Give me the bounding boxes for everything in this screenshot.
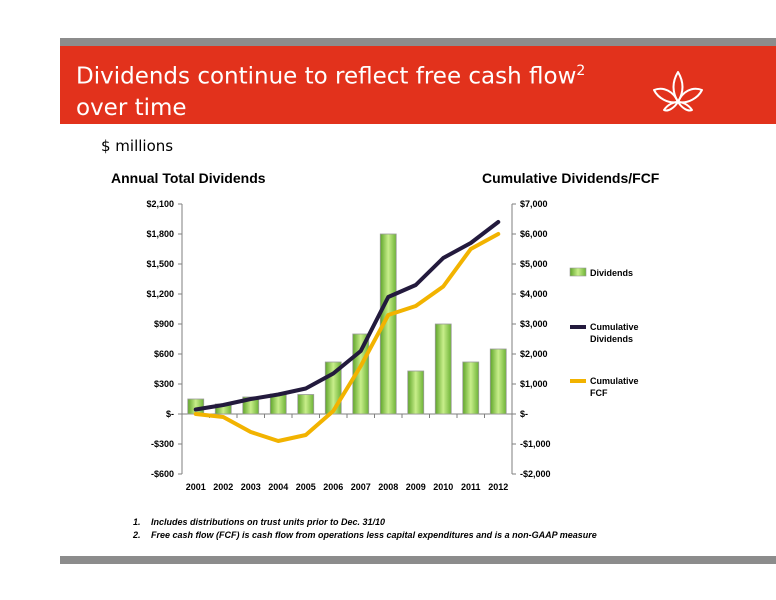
right-tick-label: $6,000 — [520, 229, 548, 239]
cumulative-fcf-line — [193, 232, 501, 443]
bottom-divider-bar — [60, 556, 776, 564]
title-banner — [60, 46, 776, 124]
units-subtitle: $ millions — [101, 137, 174, 155]
right-tick-label: -$2,000 — [520, 469, 551, 479]
left-tick-label: $- — [166, 409, 174, 419]
top-divider-bar — [60, 38, 776, 46]
left-tick-label: $1,800 — [146, 229, 174, 239]
left-tick-label: $2,100 — [146, 199, 174, 209]
footnote-2-text: Free cash flow (FCF) is cash flow from o… — [151, 530, 597, 540]
left-tick-label: $1,200 — [146, 289, 174, 299]
legend-dividends-label: Dividends — [590, 268, 633, 278]
x-tick-label: 2007 — [351, 482, 371, 492]
right-tick-label: $- — [520, 409, 528, 419]
dividend-bar — [462, 361, 480, 415]
x-tick-label: 2009 — [406, 482, 426, 492]
left-tick-label: $900 — [154, 319, 174, 329]
x-tick-label: 2006 — [323, 482, 343, 492]
footnote-1-text: Includes distributions on trust units pr… — [151, 517, 386, 527]
x-tick-label: 2010 — [433, 482, 453, 492]
left-tick-label: $600 — [154, 349, 174, 359]
left-tick-label: $1,500 — [146, 259, 174, 269]
footnotes: 1. Includes distributions on trust units … — [133, 516, 597, 542]
footnote-1: 1. Includes distributions on trust units … — [133, 516, 597, 529]
title-line-2: over time — [76, 94, 187, 121]
cumulative-dividends-line — [193, 220, 501, 412]
maple-leaf-logo-icon — [650, 68, 706, 121]
dividend-bar — [379, 233, 397, 415]
footnote-1-number: 1. — [133, 517, 141, 527]
legend-dividends-swatch — [569, 267, 587, 277]
right-tick-label: $5,000 — [520, 259, 548, 269]
right-tick-label: -$1,000 — [520, 439, 551, 449]
footnote-2-number: 2. — [133, 530, 141, 540]
dividend-bar — [187, 398, 205, 415]
left-tick-label: $300 — [154, 379, 174, 389]
right-tick-label: $2,000 — [520, 349, 548, 359]
right-axis-title: Cumulative Dividends/FCF — [482, 170, 660, 186]
dividend-bar — [434, 323, 452, 415]
x-tick-label: 2002 — [213, 482, 233, 492]
dividend-bar — [489, 348, 507, 415]
legend-cumulative-dividends-label-line-1: Cumulative — [590, 322, 639, 332]
legend-cumulative-fcf-label-line-2: FCF — [590, 388, 608, 398]
legend-cumulative-dividends-label-line-2: Dividends — [590, 334, 633, 344]
left-axis-title: Annual Total Dividends — [111, 170, 266, 186]
x-tick-label: 2005 — [296, 482, 316, 492]
x-tick-label: 2011 — [461, 482, 481, 492]
right-tick-label: $3,000 — [520, 319, 548, 329]
x-tick-label: 2003 — [241, 482, 261, 492]
left-tick-label: -$300 — [151, 439, 174, 449]
left-tick-label: -$600 — [151, 469, 174, 479]
footnote-2: 2. Free cash flow (FCF) is cash flow from… — [133, 529, 597, 542]
x-tick-label: 2012 — [488, 482, 508, 492]
title-footnote-ref: 2 — [576, 63, 586, 79]
x-tick-label: 2004 — [268, 482, 288, 492]
right-tick-label: $1,000 — [520, 379, 548, 389]
legend-cumulative-fcf-label-line-1: Cumulative — [590, 376, 639, 386]
x-tick-label: 2008 — [378, 482, 398, 492]
right-tick-label: $4,000 — [520, 289, 548, 299]
right-tick-label: $7,000 — [520, 199, 548, 209]
dividend-bar — [407, 370, 425, 415]
dividend-bar — [297, 394, 315, 415]
x-tick-label: 2001 — [186, 482, 206, 492]
title-line-1: Dividends continue to reflect free cash … — [76, 63, 577, 90]
slide-title: Dividends continue to reflect free cash … — [76, 56, 585, 124]
